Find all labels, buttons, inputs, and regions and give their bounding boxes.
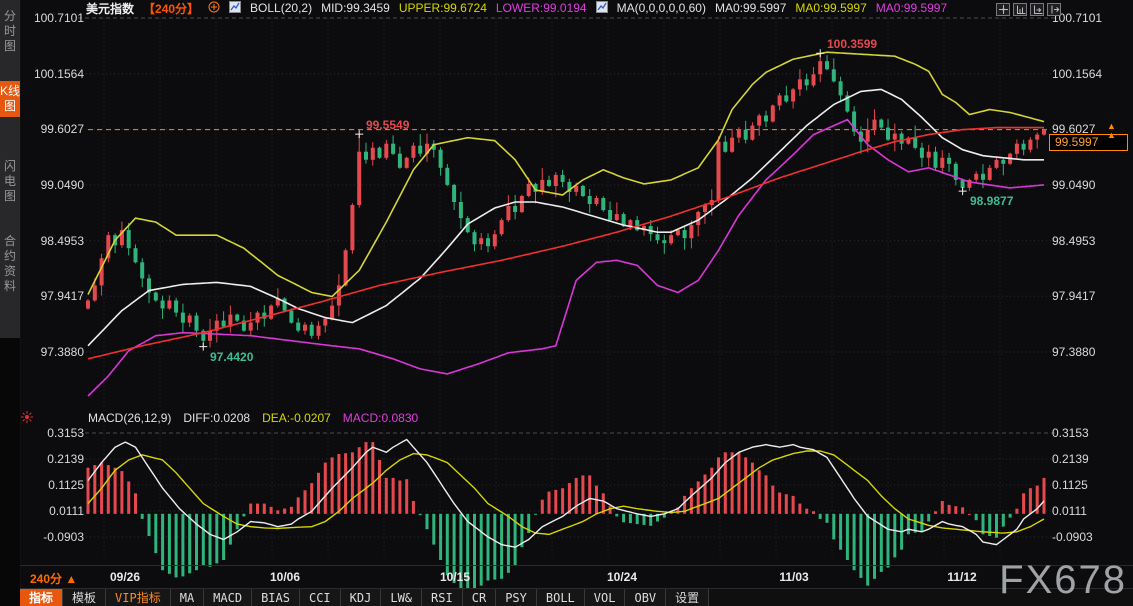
macd-axis-label-left: 0.0111 (49, 504, 84, 518)
ma-value-3: MA0:99.5997 (875, 1, 948, 15)
price-axis-label-left: 99.6027 (40, 122, 84, 136)
toolbar-item-boll[interactable]: BOLL (536, 589, 585, 606)
x-axis-row: 240分 ▲ 09/26 10/06 10/15 10/24 11/03 11/12 (20, 565, 1133, 588)
toolbar-item-bias[interactable]: BIAS (252, 589, 300, 606)
toolbar-item-macd[interactable]: MACD (204, 589, 253, 606)
price-axis-label-left: 98.4953 (40, 234, 84, 248)
ma-indicator-icon[interactable] (595, 0, 608, 16)
price-axis-label-left: 97.3880 (40, 345, 84, 359)
x-axis-date-label: 10/24 (606, 570, 638, 584)
toolbar-item-rsi[interactable]: RSI (422, 589, 463, 606)
x-axis-scale-icon[interactable] (1030, 3, 1044, 16)
toolbar-item-[interactable]: 指标 (20, 589, 64, 606)
diff-line (87, 438, 1045, 548)
period-badge[interactable]: 【240分】 (143, 1, 200, 16)
ma-value-2: MA0:99.5997 (795, 1, 867, 15)
macd-name: MACD(26,12,9) (88, 411, 172, 425)
price-axis-label-left: 99.0490 (40, 178, 84, 192)
gridlines (78, 17, 1058, 558)
toolbar-item-ma[interactable]: MA (170, 589, 205, 606)
price-axis-label-right: 100.1564 (1052, 67, 1103, 81)
macd-diff-value: DIFF:0.0208 (183, 411, 251, 425)
toolbar-item-lw[interactable]: LW& (381, 589, 423, 606)
ma-value-1: MA0:99.5997 (714, 1, 787, 15)
watermark-logo: FX678 (999, 558, 1127, 602)
macd-axis-label-right: 0.2139 (1052, 452, 1089, 466)
toolbar-item-cci[interactable]: CCI (299, 589, 341, 606)
x-axis-date-label: 11/12 (947, 570, 977, 584)
macd-macd-value: MACD:0.0830 (342, 411, 419, 425)
macd-axis-label-right: 0.3153 (1052, 426, 1089, 440)
x-axis-date-label: 10/15 (439, 570, 471, 584)
toolbar-item-cr[interactable]: CR (462, 589, 497, 606)
high-price-annotation: 99.5549 (366, 118, 410, 132)
sidebar-tab-4[interactable]: 合约资料 (3, 234, 16, 293)
macd-axis-label-left: -0.0903 (43, 530, 84, 544)
x-axis-date-label: 11/03 (779, 570, 809, 584)
price-axis-label-right: 97.9417 (1052, 289, 1096, 303)
x-axis-date-label: 10/06 (269, 570, 301, 584)
price-axis-label-left: 97.9417 (40, 289, 84, 303)
link-icon[interactable] (208, 1, 220, 16)
low-price-annotation: 98.9877 (970, 194, 1014, 208)
sidebar-tab-1[interactable]: 分时图 (3, 9, 16, 53)
left-sidebar: 分时图 K线图闪电图合约资料 (0, 0, 21, 606)
sidebar-tab-2[interactable]: K线图 (0, 81, 20, 117)
price-axis-label-left: 100.7101 (33, 11, 84, 25)
high-price-annotation: 100.3599 (827, 37, 878, 51)
boll-upper-value: UPPER:99.6724 (398, 1, 487, 15)
pan-right-icon[interactable] (1047, 3, 1061, 16)
toolbar-item-[interactable]: 模板 (63, 589, 107, 606)
toolbar-item-[interactable]: 设置 (666, 589, 710, 606)
ma-name: MA(0,0,0,0,0,60) (616, 1, 706, 15)
low-price-annotation: 97.4420 (210, 350, 254, 364)
price-axis-label-right: 99.0490 (1052, 178, 1096, 192)
price-axis-label-right: 97.3880 (1052, 345, 1096, 359)
macd-axis-label-right: 0.1125 (1052, 478, 1088, 492)
toolbar-item-vip[interactable]: VIP指标 (106, 589, 171, 606)
boll-name: BOLL(20,2) (250, 1, 313, 15)
macd-dea-value: DEA:-0.0207 (262, 411, 331, 425)
macd-axis-label-left: 0.2139 (47, 452, 84, 466)
extreme-markers (199, 49, 967, 351)
price-axis-label-right: 99.6027 (1052, 122, 1096, 136)
crosshair-icon[interactable] (996, 3, 1010, 16)
price-axis-label-left: 100.1564 (33, 67, 84, 81)
toolbar-item-psy[interactable]: PSY (496, 589, 537, 606)
ma-slow-line (87, 126, 1044, 360)
price-axis-label-right: 100.7101 (1052, 11, 1103, 25)
macd-axis-label-left: 0.1125 (48, 478, 84, 492)
boll-lower-value: LOWER:99.0194 (495, 1, 587, 15)
current-price-value: 99.5997 (1055, 135, 1099, 149)
period-label[interactable]: 240分 ▲ (30, 572, 78, 586)
boll-lower-line (87, 118, 1045, 397)
macd-axis-label-right: -0.0903 (1052, 530, 1093, 544)
price-alert-arrow-icon: ▲ ▲ (1107, 121, 1116, 140)
toolbar-item-obv[interactable]: OBV (625, 589, 667, 606)
chart-header: 美元指数 【240分】 BOLL(20,2) MID:99.3459 UPPER… (86, 0, 947, 16)
y-axis-scale-icon[interactable] (1013, 3, 1027, 16)
toolbar-item-kdj[interactable]: KDJ (340, 589, 382, 606)
indicator-marker-icon[interactable] (20, 410, 34, 429)
symbol-title: 美元指数 (86, 1, 135, 16)
macd-axis-label-right: 0.0111 (1052, 504, 1087, 518)
boll-mid-value: MID:99.3459 (321, 1, 390, 15)
candles-layer (86, 53, 1046, 348)
price-axis-label-right: 98.4953 (1052, 234, 1096, 248)
sidebar-lower-area (0, 338, 20, 606)
boll-mid-line (87, 88, 1044, 347)
chart-tool-buttons (996, 3, 1061, 16)
boll-indicator-icon[interactable] (229, 0, 242, 16)
boll-upper-line (87, 51, 1045, 298)
macd-header: MACD(26,12,9) DIFF:0.0208 DEA:-0.0207 MA… (88, 411, 418, 425)
toolbar-item-vol[interactable]: VOL (584, 589, 626, 606)
x-axis-date-label: 09/26 (109, 570, 141, 584)
indicator-toolbar: 指标 模板 VIP指标 MA MACD BIAS CCI KDJ LW& RSI CR PSY BOLL… (20, 588, 1133, 606)
macd-axis-label-left: 0.3153 (47, 426, 84, 440)
dea-line (87, 450, 1045, 536)
sidebar-tab-3[interactable]: 闪电图 (3, 159, 16, 203)
current-price-box: 99.5997 (1049, 134, 1128, 151)
